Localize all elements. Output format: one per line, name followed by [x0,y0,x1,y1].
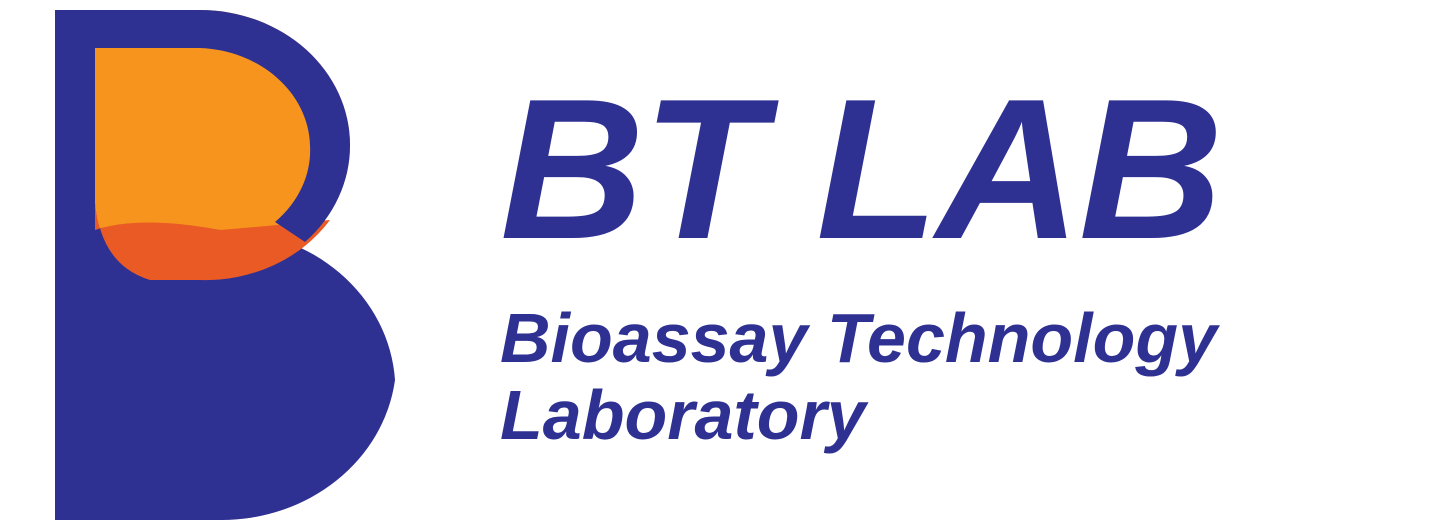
brand-title: BT LAB [500,70,1221,270]
brand-subtitle: Bioassay Technology Laboratory [500,300,1221,454]
logo-left-stroke [55,10,95,520]
subtitle-line2: Laboratory [500,376,866,454]
logo-text-block: BT LAB Bioassay Technology Laboratory [430,70,1221,454]
subtitle-line1: Bioassay Technology [500,299,1217,377]
logo-container: BT LAB Bioassay Technology Laboratory [0,0,1445,524]
logo-mark [0,0,430,524]
